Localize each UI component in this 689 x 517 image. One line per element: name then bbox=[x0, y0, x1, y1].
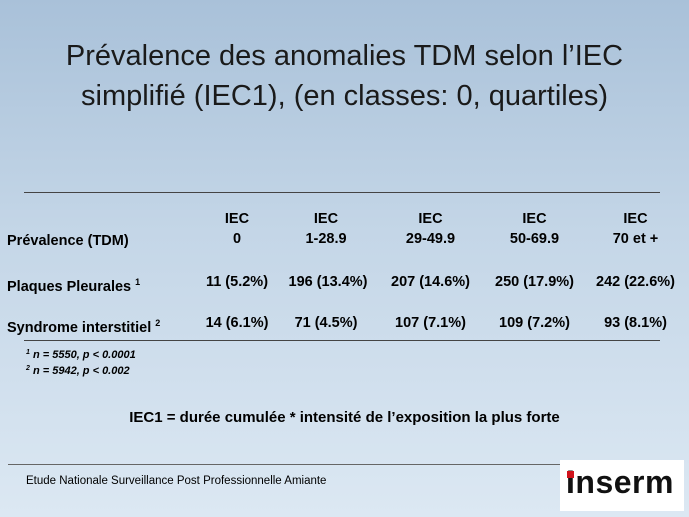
row-header-label: Prévalence (TDM) bbox=[7, 233, 129, 249]
table-cell: 242 (22.6%) bbox=[596, 274, 675, 290]
column-header: IEC 1-28.9 bbox=[305, 211, 347, 247]
formula-definition: IEC1 = durée cumulée * intensité de l’ex… bbox=[129, 409, 560, 426]
table-cell: 196 (13.4%) bbox=[288, 274, 368, 290]
logo-wordmark: Inserm bbox=[566, 464, 674, 500]
column-header: IEC 70 et + bbox=[612, 211, 659, 247]
footnote-marker: 1 bbox=[135, 277, 141, 287]
footer-rule bbox=[8, 464, 678, 465]
column-header: IEC 29-49.9 bbox=[405, 211, 456, 247]
footnote-marker: 2 bbox=[155, 318, 161, 328]
table-bottom-rule bbox=[24, 340, 660, 341]
table-cell: 14 (6.1%) bbox=[205, 315, 269, 331]
table-cell: 11 (5.2%) bbox=[205, 274, 269, 290]
row-label-plaques-pleurales: Plaques Pleurales 1 bbox=[7, 277, 141, 295]
row-label-syndrome-interstitiel: Syndrome interstitiel 2 bbox=[7, 318, 161, 336]
column-header: IEC 50-69.9 bbox=[509, 211, 560, 247]
table-cell: 250 (17.9%) bbox=[495, 274, 574, 290]
table-top-rule bbox=[24, 192, 660, 193]
title-line-2: simplifié (IEC1), (en classes: 0, quarti… bbox=[81, 80, 608, 112]
table-cell: 71 (4.5%) bbox=[294, 315, 358, 331]
inserm-logo: Inserm bbox=[560, 460, 684, 511]
slide-title: Prévalence des anomalies TDM selon l’IEC… bbox=[0, 36, 689, 116]
table-cell: 109 (7.2%) bbox=[499, 315, 570, 331]
footnote-2: 2 n = 5942, p < 0.002 bbox=[26, 365, 130, 377]
logo-red-dot bbox=[567, 471, 574, 478]
footnote-1: 1 n = 5550, p < 0.0001 bbox=[26, 349, 136, 361]
column-header: IEC 0 bbox=[224, 211, 250, 247]
title-line-1: Prévalence des anomalies TDM selon l’IEC bbox=[65, 40, 624, 72]
table-cell: 93 (8.1%) bbox=[604, 315, 667, 331]
table-cell: 107 (7.1%) bbox=[395, 315, 466, 331]
footer-text: Etude Nationale Surveillance Post Profes… bbox=[26, 475, 327, 487]
table-cell: 207 (14.6%) bbox=[391, 274, 470, 290]
